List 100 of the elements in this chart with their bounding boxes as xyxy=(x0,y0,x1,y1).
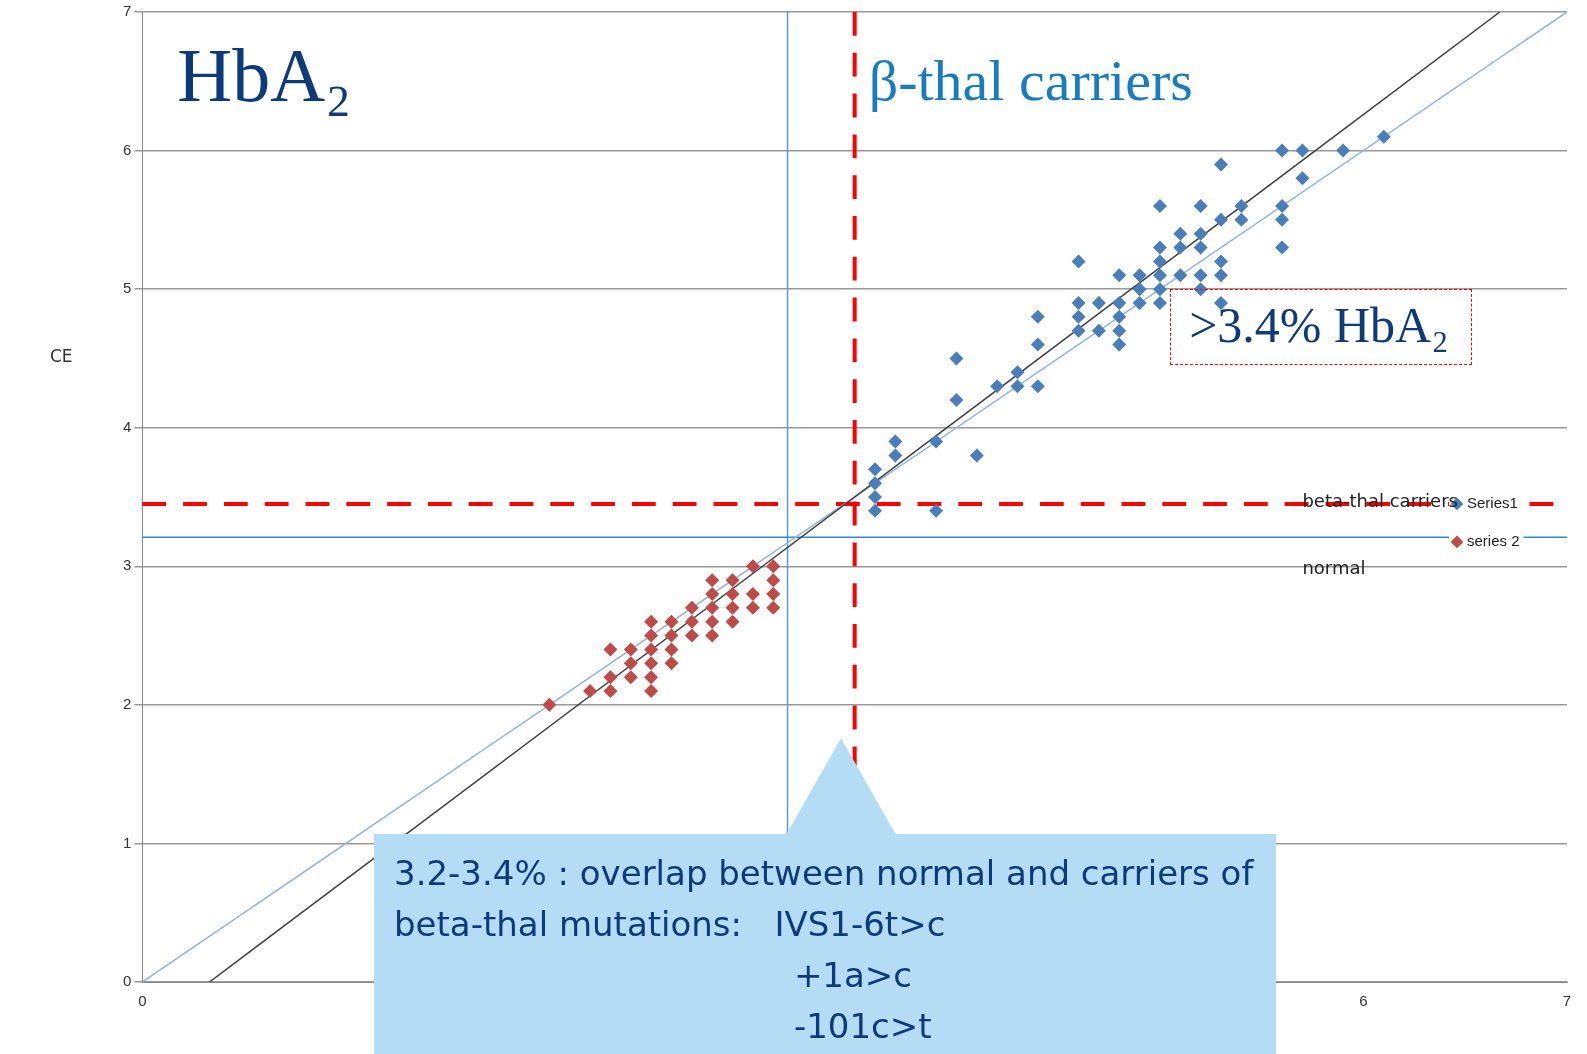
point xyxy=(929,434,944,449)
point xyxy=(1214,212,1229,227)
point xyxy=(1071,309,1086,324)
point xyxy=(1132,296,1147,310)
point xyxy=(1152,199,1167,213)
point xyxy=(1071,323,1086,338)
point xyxy=(705,587,720,601)
y-tick-label: 5 xyxy=(123,279,132,297)
y-tick-label: 0 xyxy=(123,972,132,990)
point xyxy=(644,684,659,698)
point xyxy=(1030,379,1045,394)
point xyxy=(949,351,964,366)
x-tick-label: 0 xyxy=(138,992,147,1010)
point xyxy=(623,670,638,685)
point xyxy=(644,628,659,643)
point xyxy=(888,434,903,449)
annotation: 3.2-3.4% : overlap between normal and carriers of beta-thal mutations: IVS1-6t>c +1a>c -101c>t xyxy=(374,834,1276,1054)
point xyxy=(705,614,720,629)
annotation: beta-thal carriers xyxy=(1302,490,1458,512)
y-tick-label: 7 xyxy=(123,2,132,20)
point xyxy=(1193,226,1208,241)
legend-label: Series1 xyxy=(1467,494,1518,512)
point xyxy=(745,587,760,601)
point xyxy=(1173,240,1188,255)
point xyxy=(929,503,944,518)
y-tick-label: 3 xyxy=(123,556,132,574)
point xyxy=(1193,199,1208,213)
point xyxy=(1193,268,1208,283)
point xyxy=(623,642,638,657)
point xyxy=(644,614,659,629)
point xyxy=(705,600,720,615)
point xyxy=(1010,379,1025,394)
point xyxy=(1112,337,1127,352)
point xyxy=(1214,254,1229,269)
point xyxy=(644,656,659,671)
point xyxy=(868,490,883,504)
point xyxy=(542,697,557,712)
point xyxy=(1030,309,1045,324)
point xyxy=(664,614,679,629)
annotation: β-thal carriers xyxy=(868,46,1193,114)
point xyxy=(684,628,699,643)
point xyxy=(766,600,781,615)
point xyxy=(623,656,638,671)
point xyxy=(1214,296,1229,310)
point xyxy=(1376,129,1391,144)
point xyxy=(1152,254,1167,269)
point xyxy=(1193,240,1208,255)
y-tick-label: 1 xyxy=(123,833,132,851)
point xyxy=(725,573,740,588)
point xyxy=(603,684,618,698)
point xyxy=(1071,296,1086,310)
point xyxy=(1112,323,1127,338)
point xyxy=(868,476,883,491)
point xyxy=(664,628,679,643)
point xyxy=(1152,240,1167,255)
point xyxy=(1091,323,1106,338)
point xyxy=(1112,268,1127,283)
point xyxy=(644,642,659,657)
point xyxy=(1336,143,1351,158)
point xyxy=(1275,143,1290,158)
point xyxy=(684,600,699,615)
point xyxy=(684,614,699,629)
point xyxy=(949,393,964,407)
point xyxy=(583,684,598,698)
point xyxy=(1295,171,1310,186)
point xyxy=(969,448,984,463)
point xyxy=(990,379,1005,394)
y-tick-label: 4 xyxy=(123,417,132,435)
point xyxy=(868,462,883,477)
legend-label: series 2 xyxy=(1467,532,1520,550)
point xyxy=(1234,212,1249,227)
point xyxy=(1234,199,1249,213)
y-tick-label: 2 xyxy=(123,695,132,712)
point xyxy=(664,642,679,657)
point xyxy=(766,559,781,574)
point xyxy=(603,670,618,685)
y-axis-title: CE xyxy=(50,346,73,367)
point xyxy=(1071,254,1086,269)
point xyxy=(705,628,720,643)
point xyxy=(1030,337,1045,352)
point xyxy=(888,448,903,463)
point xyxy=(644,670,659,685)
y-tick-label: 6 xyxy=(123,140,132,158)
point xyxy=(1173,268,1188,283)
chart-title: HbA₂ xyxy=(177,32,352,119)
point xyxy=(725,600,740,615)
point xyxy=(725,587,740,601)
point xyxy=(1091,296,1106,310)
x-tick-label: 6 xyxy=(1359,992,1368,1010)
point xyxy=(745,559,760,574)
point xyxy=(745,600,760,615)
point xyxy=(603,642,618,657)
annotation: normal xyxy=(1302,556,1366,578)
point xyxy=(1173,226,1188,241)
point xyxy=(868,503,883,518)
point xyxy=(1010,365,1025,380)
point xyxy=(725,614,740,629)
annotation: >3.4% HbA₂ xyxy=(1170,289,1472,366)
point xyxy=(1132,268,1147,283)
point xyxy=(1152,282,1167,297)
